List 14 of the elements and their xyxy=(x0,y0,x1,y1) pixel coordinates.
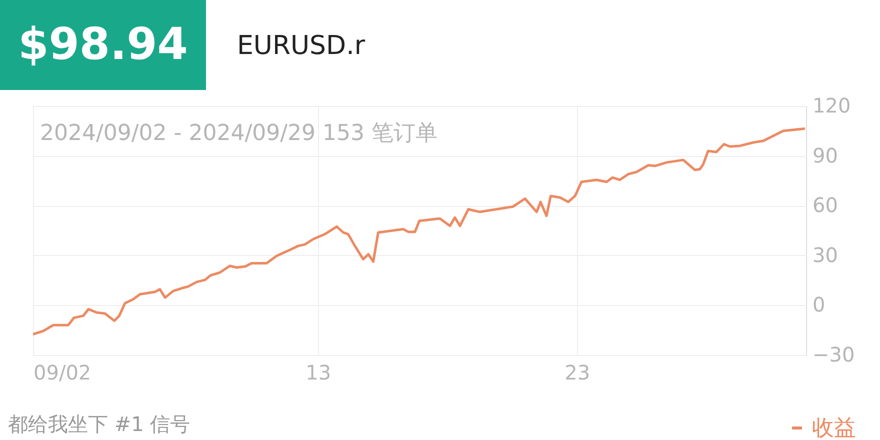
x-tick-label: 13 xyxy=(306,360,332,384)
text: $98.94 xyxy=(18,19,188,70)
y-tick-label: 30 xyxy=(812,242,838,267)
x-tick-label: 09/02 xyxy=(34,360,92,384)
y-tick-label: 90 xyxy=(812,143,838,168)
y-tick-label: 60 xyxy=(812,193,838,218)
y-tick-label: −30 xyxy=(812,342,855,366)
x-tick-label: 23 xyxy=(564,360,590,384)
y-tick-label: 0 xyxy=(812,292,826,317)
annotation: 2024/09/02 - 2024/09/29 153 笔订单 xyxy=(40,121,438,146)
legend-label: 收益 xyxy=(812,416,856,440)
y-tick-label: 120 xyxy=(812,94,851,118)
chart-title: EURUSD.r xyxy=(237,31,366,61)
text: 都给我坐下 #1 信号 xyxy=(8,412,190,436)
